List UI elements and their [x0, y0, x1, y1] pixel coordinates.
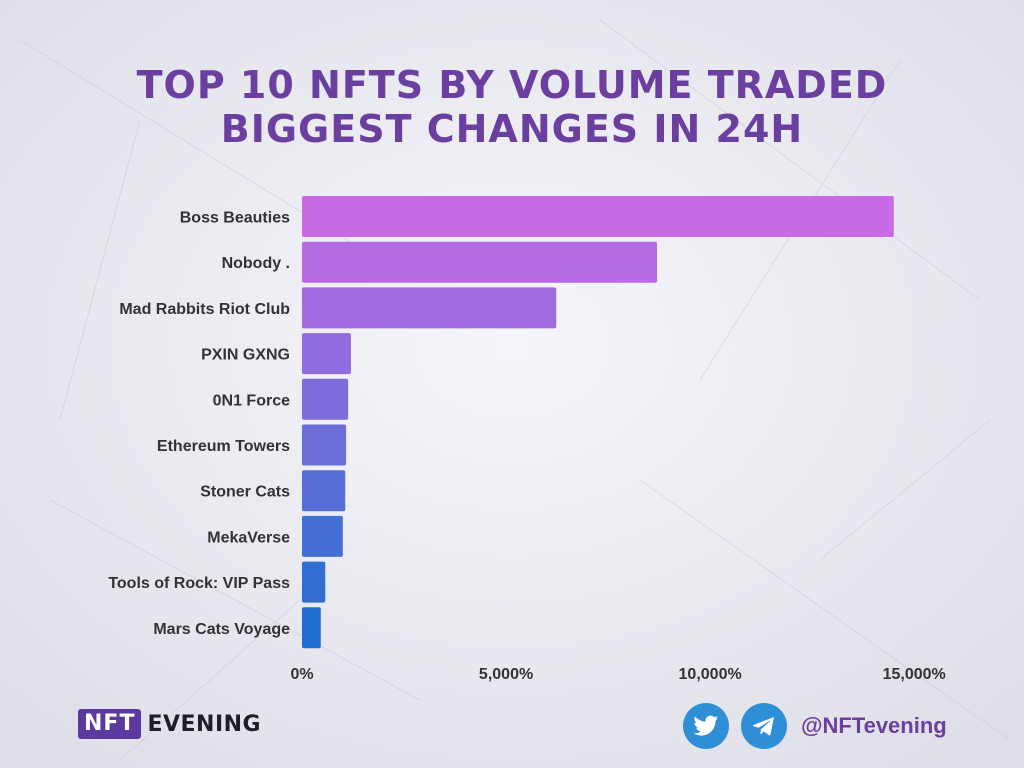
social-links: @NFTevening — [683, 702, 947, 750]
bar — [302, 333, 351, 375]
category-label: Boss Beauties — [180, 210, 290, 227]
category-label: Stoner Cats — [200, 484, 290, 501]
x-tick-label: 15,000% — [883, 666, 946, 683]
x-tick-label: 5,000% — [479, 666, 533, 683]
bar — [302, 287, 557, 329]
bar — [302, 424, 347, 466]
x-tick-label: 0% — [290, 666, 313, 683]
bar — [302, 515, 343, 557]
twitter-bird-icon[interactable] — [683, 703, 729, 749]
chart-title-line-1: TOP 10 NFTS BY VOLUME TRADED — [136, 63, 888, 107]
logo-box-text: NFT — [78, 709, 142, 739]
x-tick-label: 10,000% — [679, 666, 742, 683]
nft-evening-logo: NFT EVENING — [78, 707, 261, 741]
category-label: MekaVerse — [207, 529, 290, 546]
category-label: Mad Rabbits Riot Club — [119, 301, 290, 318]
bar — [302, 561, 326, 603]
bar — [302, 470, 346, 512]
category-label: Tools of Rock: VIP Pass — [108, 575, 290, 592]
category-label: PXIN GXNG — [201, 347, 290, 364]
category-label: 0N1 Force — [213, 392, 290, 409]
telegram-plane-icon[interactable] — [741, 703, 787, 749]
category-label: Nobody . — [222, 255, 290, 272]
logo-word-text: EVENING — [147, 711, 262, 737]
category-label: Mars Cats Voyage — [153, 621, 290, 638]
category-label: Ethereum Towers — [157, 438, 290, 455]
bar — [302, 378, 349, 420]
bar — [302, 196, 894, 237]
bar — [302, 241, 658, 283]
bar — [302, 607, 321, 649]
social-handle[interactable]: @NFTevening — [801, 713, 947, 738]
chart-title-line-2: BIGGEST CHANGES IN 24H — [220, 107, 804, 151]
